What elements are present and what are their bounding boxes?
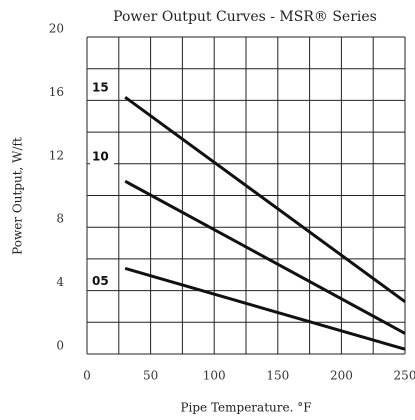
series-label-bg	[90, 80, 114, 97]
chart-title: Power Output Curves - MSR® Series	[113, 9, 377, 25]
y-tick-label: 4	[56, 275, 64, 289]
y-axis-label: Power Output, W/ft	[11, 137, 25, 255]
x-tick-label: 0	[83, 369, 91, 383]
series-line	[124, 96, 406, 303]
series-label-bg	[90, 273, 114, 290]
series-label: 10	[92, 150, 109, 164]
x-tick-label: 100	[203, 369, 226, 383]
y-tick-label: 20	[49, 22, 64, 36]
series-label: 05	[92, 274, 109, 288]
y-tick-label: 0	[56, 339, 64, 353]
series-line	[124, 179, 406, 335]
y-tick-label: 16	[49, 85, 64, 99]
x-tick-label: 250	[394, 369, 415, 383]
x-tick-label: 200	[330, 369, 353, 383]
series-label-bg	[90, 149, 114, 166]
x-tick-label: 50	[143, 369, 158, 383]
series-label: 15	[92, 81, 109, 95]
x-axis-label: Pipe Temperature. °F	[180, 401, 311, 415]
y-tick-label: 8	[56, 212, 64, 226]
x-tick-label: 150	[266, 369, 289, 383]
series-line	[124, 266, 406, 351]
y-tick-label: 12	[49, 148, 64, 162]
